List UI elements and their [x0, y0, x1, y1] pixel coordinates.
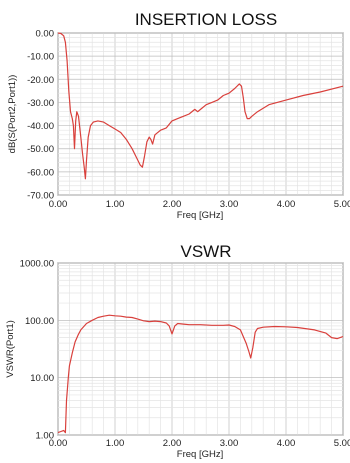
y-tick-label: 100.00 [25, 316, 54, 327]
x-tick-label: 4.00 [277, 199, 296, 210]
grid [57, 262, 344, 436]
chart-title: VSWR [181, 242, 232, 261]
x-tick-label: 0.00 [49, 199, 68, 210]
y-tick-label: -50.00 [27, 144, 54, 155]
vswr-chart: VSWR 0.00 1.00 2.00 3.00 4.00 5.001.0010.0010… [5, 242, 350, 460]
x-tick-label: 1.00 [106, 199, 125, 210]
y-tick-label: -70.00 [27, 191, 54, 202]
x-axis-label: Freq [GHz] [177, 449, 223, 460]
x-tick-label: 2.00 [163, 199, 182, 210]
y-tick-label: 10.00 [30, 373, 54, 384]
y-axis-label: VSWR(Port1) [5, 320, 16, 378]
series-line [57, 314, 344, 434]
grid [57, 32, 344, 196]
x-axis-label: Freq [GHz] [177, 210, 223, 221]
plot-area [57, 262, 344, 436]
y-tick-label: -10.00 [27, 52, 54, 63]
tick-labels: 0.00 1.00 2.00 3.00 4.00 5.00 0.00 -10.00 -20.00… [27, 29, 350, 211]
y-tick-label: 1.00 [36, 431, 55, 442]
tick-labels: 0.00 1.00 2.00 3.00 4.00 5.001.0010.00100.001… [20, 259, 350, 450]
chart-title: INSERTION LOSS [135, 10, 277, 29]
y-tick-label: -30.00 [27, 98, 54, 109]
insertion-loss-chart: INSERTION LOSS 0.00 1.00 2.00 3.00 4.00 5.000… [7, 10, 350, 221]
x-tick-label: 0.00 [49, 438, 68, 449]
x-tick-label: 3.00 [220, 438, 239, 449]
y-tick-label: -60.00 [27, 167, 54, 178]
x-tick-label: 4.00 [277, 438, 296, 449]
x-tick-label: 1.00 [106, 438, 125, 449]
plot-area [57, 32, 344, 196]
y-tick-label: -40.00 [27, 121, 54, 132]
y-tick-label: -20.00 [27, 75, 54, 86]
y-tick-label: 1000.00 [20, 259, 54, 270]
y-tick-label: 0.00 [36, 29, 55, 40]
series-line [57, 32, 344, 180]
x-tick-label: 2.00 [163, 438, 182, 449]
x-tick-label: 3.00 [220, 199, 239, 210]
x-tick-label: 5.00 [334, 438, 350, 449]
x-tick-label: 5.00 [334, 199, 350, 210]
y-axis-label: dB(S(Port2,Port1)) [7, 75, 18, 154]
